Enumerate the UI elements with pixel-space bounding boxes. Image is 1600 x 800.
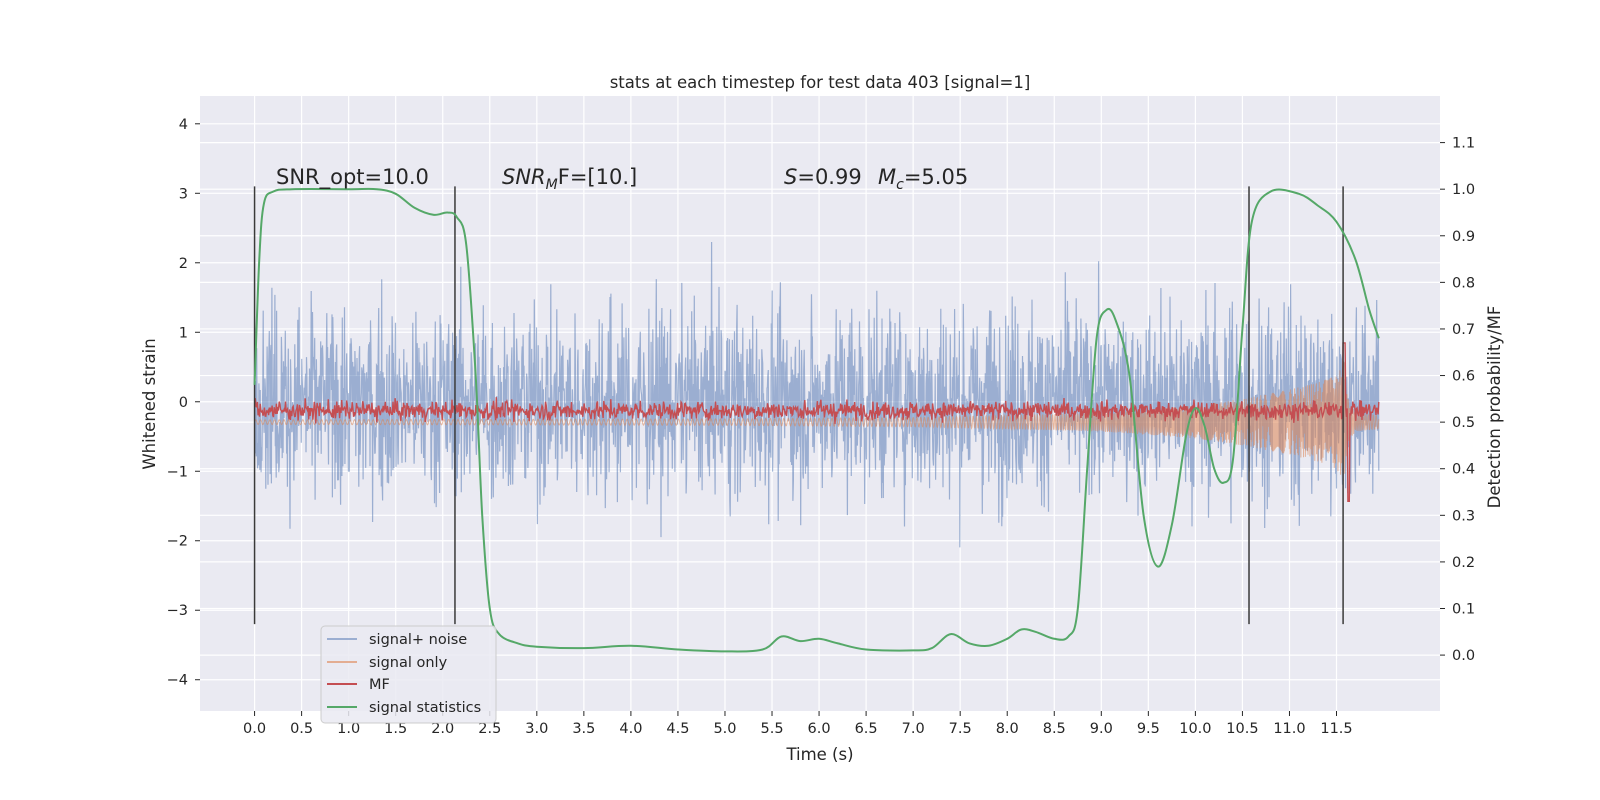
annotation-snr-mf-sub: M (546, 177, 558, 193)
legend-label-signal-noise: signal+ noise (369, 632, 467, 648)
x-tick-label: 9.5 (1137, 721, 1160, 737)
signal-statistics-series (253, 187, 1380, 653)
y-tick-label: 2 (179, 256, 188, 272)
x-axis-label: Time (s) (785, 745, 853, 764)
legend: signal+ noise signal only MF signal stat… (320, 625, 497, 724)
legend-label-mf: MF (369, 677, 390, 693)
x-tick-label: 3.5 (572, 721, 595, 737)
y-tick-label: 0 (179, 395, 188, 411)
y-tick-label: −4 (167, 673, 188, 689)
signal-only-series (254, 362, 1380, 481)
annotation-mc-label: M (878, 165, 896, 189)
signal-statistics-line (253, 187, 1380, 653)
x-tick-label: 5.0 (713, 721, 736, 737)
vertical-markers (253, 186, 1344, 625)
y2-tick-label: 0.4 (1452, 462, 1475, 478)
legend-label-signal-statistics: signal statistics (369, 700, 481, 716)
y2-tick-label: 1.0 (1452, 182, 1475, 198)
y-tick-label: −3 (167, 603, 188, 619)
y2-tick-label: 0.0 (1452, 648, 1475, 664)
signal-noise-series (254, 241, 1380, 548)
x-tick-label: 4.0 (619, 721, 642, 737)
x-tick-label: 2.0 (431, 721, 454, 737)
y-axis-label: Whitened strain (140, 338, 159, 469)
y2-tick-label: 0.9 (1452, 229, 1475, 245)
x-tick-label: 1.5 (384, 721, 407, 737)
annotation-s-value: =0.99 (797, 165, 861, 189)
y2-tick-label: 0.1 (1452, 602, 1475, 618)
x-tick-label: 2.5 (478, 721, 501, 737)
annotation-snr-mf-value: F=[10.] (558, 165, 637, 189)
signal-only-line (254, 362, 1380, 481)
x-tick-label: 10.5 (1226, 721, 1258, 737)
y2-axis-label: Detection probability/MF (1485, 306, 1504, 509)
x-tick-label: 0.0 (243, 721, 266, 737)
annotation-s-label: S (784, 165, 797, 189)
x-tick-label: 11.0 (1273, 721, 1305, 737)
x-tick-label: 7.0 (902, 721, 925, 737)
x-tick-label: 8.5 (1043, 721, 1066, 737)
legend-box (320, 625, 497, 724)
y2-tick-label: 0.7 (1452, 322, 1475, 338)
mf-line (254, 342, 1380, 502)
y2-tick-label: 0.3 (1452, 508, 1475, 524)
x-tick-label: 9.0 (1090, 721, 1113, 737)
annotation-s: S=0.99 (784, 165, 862, 189)
mf-series (254, 342, 1380, 502)
annotation-mc-sub: c (896, 177, 904, 193)
y-tick-label: −2 (167, 534, 188, 550)
annotation-snr-mf: SNRMF=[10.] (502, 165, 637, 193)
y2-tick-label: 0.8 (1452, 275, 1475, 291)
x-axis-ticks: 0.0 0.5 1.0 1.5 2.0 2.5 3.0 3.5 4.0 4.5 5.0 5.5 6.0 6… (243, 711, 1353, 737)
y-tick-label: −1 (167, 464, 188, 480)
x-tick-label: 0.5 (290, 721, 313, 737)
x-tick-label: 4.5 (666, 721, 689, 737)
y-tick-label: 3 (179, 186, 188, 202)
x-tick-label: 11.5 (1320, 721, 1352, 737)
y-tick-label: 1 (179, 325, 188, 341)
y-axis-ticks: 4 3 2 1 0 −1 −2 −3 −4 (167, 117, 200, 689)
signal-noise-line (254, 241, 1380, 548)
legend-label-signal-only: signal only (369, 655, 448, 671)
chart-title: stats at each timestep for test data 403… (610, 73, 1031, 92)
annotation-mc-value: =5.05 (904, 165, 968, 189)
x-tick-label: 6.0 (808, 721, 831, 737)
annotation-mc: Mc=5.05 (878, 165, 968, 193)
x-tick-label: 8.0 (996, 721, 1019, 737)
y2-tick-label: 1.1 (1452, 136, 1475, 152)
x-tick-label: 6.5 (855, 721, 878, 737)
annotation-snr-opt: SNR_opt=10.0 (276, 165, 429, 190)
y2-tick-label: 0.6 (1452, 369, 1475, 385)
y2-tick-label: 0.5 (1452, 415, 1475, 431)
x-tick-label: 5.5 (760, 721, 783, 737)
annotation-snr-mf-label: SNR (502, 165, 546, 189)
y2-axis-ticks: 1.1 1.0 0.9 0.8 0.7 0.6 0.5 0.4 0.3 0.2 0.1 0.0 (1440, 136, 1475, 664)
x-tick-label: 1.0 (337, 721, 360, 737)
x-tick-label: 7.5 (949, 721, 972, 737)
x-tick-label: 10.0 (1179, 721, 1211, 737)
y-tick-label: 4 (179, 117, 188, 133)
x-tick-label: 3.0 (525, 721, 548, 737)
y2-tick-label: 0.2 (1452, 555, 1475, 571)
